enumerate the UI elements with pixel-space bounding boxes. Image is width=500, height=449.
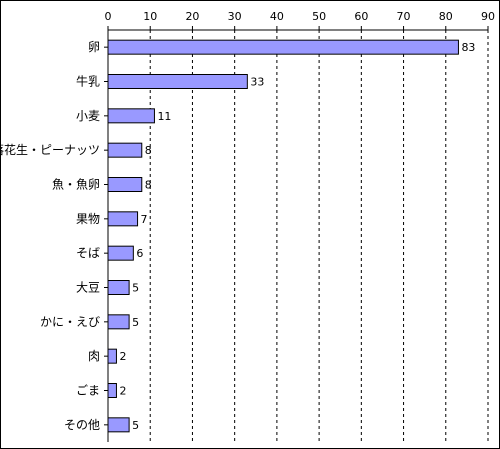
value-label: 7	[141, 213, 148, 226]
x-tick-label-20: 20	[185, 10, 199, 23]
value-label: 33	[250, 76, 264, 89]
x-tick-label-50: 50	[312, 10, 326, 23]
value-label: 5	[132, 419, 139, 432]
bar-8	[107, 314, 130, 330]
category-label: 果物	[76, 212, 100, 226]
x-tick-label-60: 60	[354, 10, 368, 23]
value-labels: 83 33 11 8 8 7 6 5 5 2 2 5	[119, 41, 475, 432]
category-label: 魚・魚卵	[52, 178, 100, 192]
x-tick-label-70: 70	[397, 10, 411, 23]
bar-0	[107, 39, 459, 55]
value-label: 6	[136, 247, 143, 260]
x-tick-label-40: 40	[270, 10, 284, 23]
value-label: 8	[145, 179, 152, 192]
value-label: 83	[461, 41, 475, 54]
value-label: 2	[119, 385, 126, 398]
category-label: 肉	[88, 349, 100, 363]
value-label: 8	[145, 144, 152, 157]
x-tick-label-30: 30	[228, 10, 242, 23]
bar-9	[107, 348, 117, 364]
x-tick-label-90: 90	[481, 10, 495, 23]
x-tick-label-0: 0	[105, 10, 112, 23]
value-label: 11	[157, 110, 171, 123]
value-label: 5	[132, 316, 139, 329]
category-label: ごま	[76, 383, 100, 398]
category-label: その他	[64, 418, 100, 432]
category-label: 小麦	[76, 109, 100, 123]
value-label: 2	[119, 350, 126, 363]
x-tick-labels: 0 10 20 30 40 50 60 70 80 90	[105, 10, 496, 23]
bar-1	[107, 74, 248, 89]
bar-10	[107, 383, 117, 398]
category-label: かに・えび	[40, 315, 100, 329]
bar-6	[107, 245, 134, 261]
x-tick-label-80: 80	[439, 10, 453, 23]
category-label: 卵	[88, 40, 100, 54]
bars	[107, 39, 459, 433]
grid-lines	[149, 30, 489, 442]
category-label: 牛乳	[76, 74, 100, 89]
bar-11	[107, 417, 130, 433]
axes	[104, 26, 489, 442]
bar-7	[107, 280, 130, 295]
x-tick-label-10: 10	[143, 10, 157, 23]
bar-3	[107, 142, 143, 158]
value-label: 5	[132, 282, 139, 295]
category-label: そば	[76, 246, 100, 260]
category-label: 大豆	[76, 281, 100, 295]
bar-4	[107, 177, 143, 192]
category-label: 落花生・ピーナッツ	[0, 142, 100, 157]
bar-5	[107, 211, 139, 227]
bar-2	[107, 108, 155, 124]
